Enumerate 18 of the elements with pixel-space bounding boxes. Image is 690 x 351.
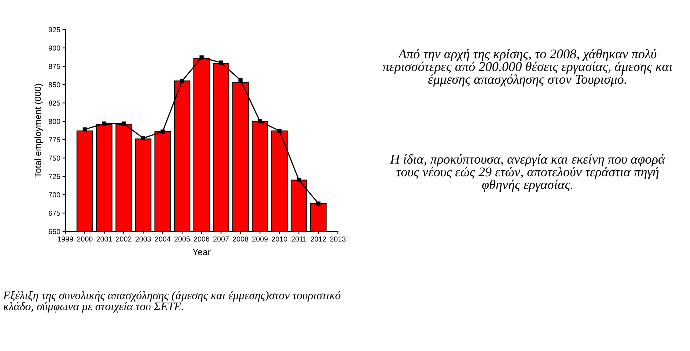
point [122,122,126,126]
y-axis-title: Total employment (000) [34,84,44,178]
point [102,122,107,126]
point [82,128,88,132]
point [297,178,302,182]
point [141,136,146,141]
point [219,60,224,65]
x-axis-title: Year [192,249,211,256]
point [258,119,262,124]
point [160,130,165,134]
text: Από την αρχή της κρίσης, το 2008, χάθηκαν πολύ περισσότερες από 200.000 θέσεις εργασίας, άμεσης και έμμεσης απασχόλησης στον Τουρισμό. [382,49,672,87]
text: Η ίδια, προκύπτουσα, ανεργία και εκείνη που αφορά τους νέους εώς 29 ετών, αποτελούν τεράστια πηγή φθηνής εργασίας. [390,154,666,192]
point [200,56,204,60]
point [238,78,243,83]
point [316,202,321,206]
text: Εξέλιξη της συνολικής απασχόλησης (άμεσης και έμμεσης)στον τουριστικό κλάδο, σύμφωνα με στοιχεία του ΣΕΤΕ. [3,291,341,313]
point [278,129,282,134]
point [180,79,184,84]
